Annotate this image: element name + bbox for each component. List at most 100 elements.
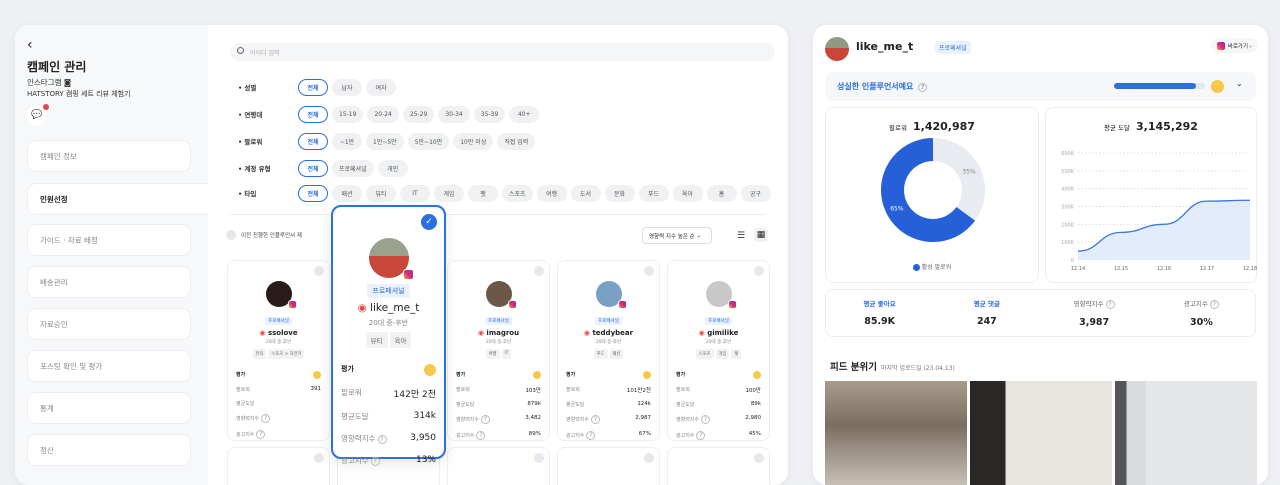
tag: 게임: [716, 349, 730, 359]
account-type-badge: 프로페셔널: [935, 41, 971, 54]
filter-chip[interactable]: 남자: [332, 79, 362, 96]
help-icon[interactable]: ?: [696, 431, 705, 440]
check-icon[interactable]: [314, 453, 324, 463]
filter-chip[interactable]: 30-34: [438, 106, 469, 123]
search-input[interactable]: 아이디 입력: [230, 43, 775, 61]
influencer-name: like_me_t: [856, 40, 913, 53]
filter-chip[interactable]: 20-24: [367, 106, 398, 123]
filter-chip[interactable]: 1만~5만: [366, 133, 404, 150]
filter-chip[interactable]: 프로페셔널: [332, 160, 374, 177]
check-icon[interactable]: [314, 266, 324, 276]
checked-icon[interactable]: ✓: [421, 214, 437, 230]
help-icon[interactable]: ?: [918, 83, 927, 92]
check-icon[interactable]: [644, 266, 654, 276]
list-view-icon[interactable]: ☰: [737, 231, 745, 241]
help-icon[interactable]: ?: [481, 415, 490, 424]
stat-item: 영향력지수?3,987: [1041, 298, 1148, 328]
y-tick-label: 0: [1071, 258, 1074, 264]
filter-chip[interactable]: 패션: [332, 185, 362, 202]
grid-view-icon[interactable]: ▦: [754, 228, 768, 242]
help-icon[interactable]: ?: [378, 435, 387, 444]
sidebar-item[interactable]: 배송관리: [27, 266, 191, 298]
sidebar-item[interactable]: 캠페인 정보: [27, 140, 191, 172]
check-icon[interactable]: [754, 266, 764, 276]
rating-banner[interactable]: 성실한 인플루언서예요 ? ⌄: [825, 72, 1256, 101]
filter-chip[interactable]: 35-39: [474, 106, 505, 123]
help-icon[interactable]: ?: [1210, 300, 1219, 309]
help-icon[interactable]: ?: [701, 415, 710, 424]
sidebar-item[interactable]: 인원선정: [27, 183, 208, 215]
sidebar-item[interactable]: 정산: [27, 434, 191, 466]
back-button[interactable]: ‹: [27, 37, 33, 53]
filter-chip[interactable]: 전체: [298, 185, 328, 202]
x-tick-label: 12.17: [1200, 266, 1214, 272]
sidebar-item[interactable]: 포스팅 확인 및 평가: [27, 350, 191, 382]
check-icon[interactable]: [644, 453, 654, 463]
filter-chip[interactable]: 게임: [434, 185, 464, 202]
age-group: 20대 중-후반: [333, 318, 444, 328]
feed-image[interactable]: [825, 381, 967, 485]
influencer-card[interactable]: [667, 447, 770, 485]
filter-chip[interactable]: 여행: [537, 185, 567, 202]
filter-chip[interactable]: 공구: [741, 185, 771, 202]
account-type-badge: 프로페셔널: [265, 317, 292, 325]
filter-chip[interactable]: 뷰티: [366, 185, 396, 202]
influencer-card[interactable]: [447, 447, 550, 485]
filter-chip[interactable]: 개인: [378, 160, 408, 177]
exclude-previous-checkbox[interactable]: 이전 진행한 인플루언서 제: [226, 230, 302, 240]
filter-chip[interactable]: 5만~10만: [408, 133, 450, 150]
filter-chip[interactable]: 전체: [298, 133, 328, 150]
avatar: [706, 281, 732, 307]
filter-chip[interactable]: 직접 입력: [497, 133, 535, 150]
help-icon[interactable]: ?: [476, 431, 485, 440]
avatar: [596, 281, 622, 307]
followers-value: 142만 2천: [394, 387, 436, 400]
filter-chip[interactable]: 육아: [673, 185, 703, 202]
filter-chip[interactable]: 여자: [366, 79, 396, 96]
filter-chip[interactable]: 문화: [605, 185, 635, 202]
filter-chip[interactable]: 전체: [298, 160, 328, 177]
influencer-card[interactable]: [557, 447, 660, 485]
filter-chip[interactable]: 홈: [707, 185, 737, 202]
filter-chip[interactable]: ~1만: [332, 133, 362, 150]
help-icon[interactable]: ?: [1106, 300, 1115, 309]
filter-chip[interactable]: 10만 이상: [453, 133, 493, 150]
help-icon[interactable]: ?: [261, 414, 270, 423]
help-icon[interactable]: ?: [591, 415, 600, 424]
influencer-card[interactable]: [227, 447, 330, 485]
help-icon[interactable]: ?: [371, 457, 380, 466]
y-tick-label: 100K: [1061, 240, 1075, 246]
sidebar-item[interactable]: 통계: [27, 392, 191, 424]
go-to-instagram-button[interactable]: 바로가기 ›: [1211, 38, 1258, 53]
filter-chip[interactable]: 전체: [298, 106, 328, 123]
help-icon[interactable]: ?: [586, 431, 595, 440]
filter-chip[interactable]: IT: [400, 185, 430, 202]
chat-button[interactable]: 💬: [27, 105, 47, 125]
check-icon[interactable]: [534, 453, 544, 463]
check-icon[interactable]: [754, 453, 764, 463]
sort-select[interactable]: 영향력 지수 높은 순 ⌄: [642, 227, 712, 244]
check-icon[interactable]: [534, 266, 544, 276]
feed-image[interactable]: [1115, 381, 1257, 485]
filter-chip[interactable]: 스포츠: [502, 185, 533, 202]
filter-chip[interactable]: 도서: [571, 185, 601, 202]
filter-chip[interactable]: 펫: [468, 185, 498, 202]
filter-chip[interactable]: 전체: [298, 79, 328, 96]
chevron-down-icon[interactable]: ⌄: [1236, 79, 1243, 88]
sidebar-item[interactable]: 자료승인: [27, 308, 191, 340]
feed-image[interactable]: [970, 381, 1112, 485]
filter-chip[interactable]: 40+: [509, 106, 539, 123]
filter-chip[interactable]: 25-29: [403, 106, 434, 123]
filter-chip[interactable]: 15-19: [332, 106, 363, 123]
instagram-icon: ◙: [64, 78, 71, 87]
filter-chip[interactable]: 푸드: [639, 185, 669, 202]
platform-label: 인스타그램 ◙: [27, 77, 71, 88]
help-icon[interactable]: ?: [256, 430, 265, 439]
sidebar-item[interactable]: 가이드 · 자료 배정: [27, 224, 191, 256]
